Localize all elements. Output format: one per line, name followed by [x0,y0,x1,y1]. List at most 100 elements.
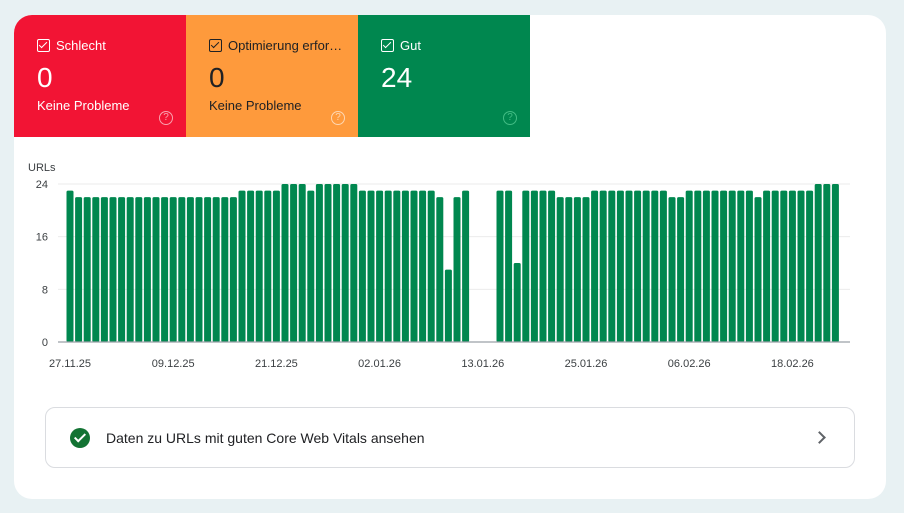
bar [126,197,134,342]
bar [556,197,564,342]
bar [109,197,117,342]
bar [384,190,392,342]
bar [522,190,530,342]
checkbox-icon[interactable] [37,38,50,52]
bar [651,190,659,342]
bar [754,197,762,342]
bar [548,190,556,342]
tile-label: Schlecht [56,37,106,53]
bar [419,190,427,342]
bar [797,190,805,342]
bar [75,197,83,342]
bar [513,263,521,342]
bar [814,184,822,342]
link-label: Daten zu URLs mit guten Core Web Vitals … [106,429,425,446]
bar [668,197,676,342]
bar [780,190,788,342]
bar [694,190,702,342]
tile-label: Gut [400,37,421,53]
bar [608,190,616,342]
bar [229,197,237,342]
x-tick-label: 27.11.25 [49,358,91,370]
bar [161,197,169,342]
bar [376,190,384,342]
x-tick-label: 13.01.26 [461,358,504,370]
bar [221,197,229,342]
help-icon[interactable]: ? [331,111,345,125]
bar [333,184,341,342]
bar [135,197,143,342]
bar [831,184,839,342]
checkbox-icon[interactable] [209,38,222,52]
bar [307,190,315,342]
checkbox-icon[interactable] [381,38,394,52]
urls-bar-chart: URLs 0 8 16 24 27.11.25 09.12.25 21.12.25 02.01.… [28,162,850,370]
y-tick-label: 8 [42,284,48,296]
bar [427,190,435,342]
tile-count: 0 [209,62,225,93]
x-tick-label: 06.02.26 [668,358,711,370]
y-axis-label: URLs [28,162,56,174]
y-tick-label: 0 [42,337,48,349]
bar [737,190,745,342]
bar [298,184,306,342]
bar [453,197,461,342]
bar [763,190,771,342]
bar [247,190,255,342]
tile-schlecht[interactable]: Schlecht 0 Keine Probleme ? [14,15,186,137]
bar [539,190,547,342]
view-good-urls-link[interactable]: Daten zu URLs mit guten Core Web Vitals … [45,407,855,468]
bar [702,190,710,342]
bar [505,190,513,342]
bar [100,197,108,342]
tile-optimierung[interactable]: Optimierung erfor… 0 Keine Probleme ? [186,15,358,137]
bar [83,197,91,342]
bar [315,184,323,342]
bar [212,197,220,342]
bar [823,184,831,342]
bar [195,197,203,342]
bar [272,190,280,342]
bar [771,190,779,342]
tile-count: 24 [381,62,413,93]
x-tick-label: 09.12.25 [152,358,195,370]
help-icon[interactable]: ? [159,111,173,125]
bar [281,184,289,342]
bar [659,190,667,342]
x-tick-label: 18.02.26 [771,358,814,370]
bar [582,197,590,342]
bar [350,184,358,342]
bar [255,190,263,342]
bar [143,197,151,342]
bar [152,197,160,342]
bar [599,190,607,342]
bar [496,190,504,342]
bar [367,190,375,342]
bar [169,197,177,342]
bar [393,190,401,342]
x-tick-label: 02.01.26 [358,358,401,370]
bar [720,190,728,342]
help-icon[interactable]: ? [503,111,517,125]
chevron-right-icon [813,431,826,444]
bar [324,184,332,342]
bar [92,197,100,342]
bar [436,197,444,342]
bar [616,190,624,342]
bar [66,190,74,342]
bar [118,197,126,342]
tile-gut[interactable]: Gut 24 ? [358,15,530,137]
bar [186,197,194,342]
tile-count: 0 [37,62,53,93]
bar [634,190,642,342]
bar [462,190,470,342]
bar [788,190,796,342]
core-web-vitals-card: Schlecht 0 Keine Probleme ? Optimierung … [14,15,886,499]
bar [444,269,452,342]
bar [264,190,272,342]
bar [410,190,418,342]
bar [204,197,212,342]
x-tick-label: 25.01.26 [565,358,608,370]
bar [178,197,186,342]
bar [625,190,633,342]
